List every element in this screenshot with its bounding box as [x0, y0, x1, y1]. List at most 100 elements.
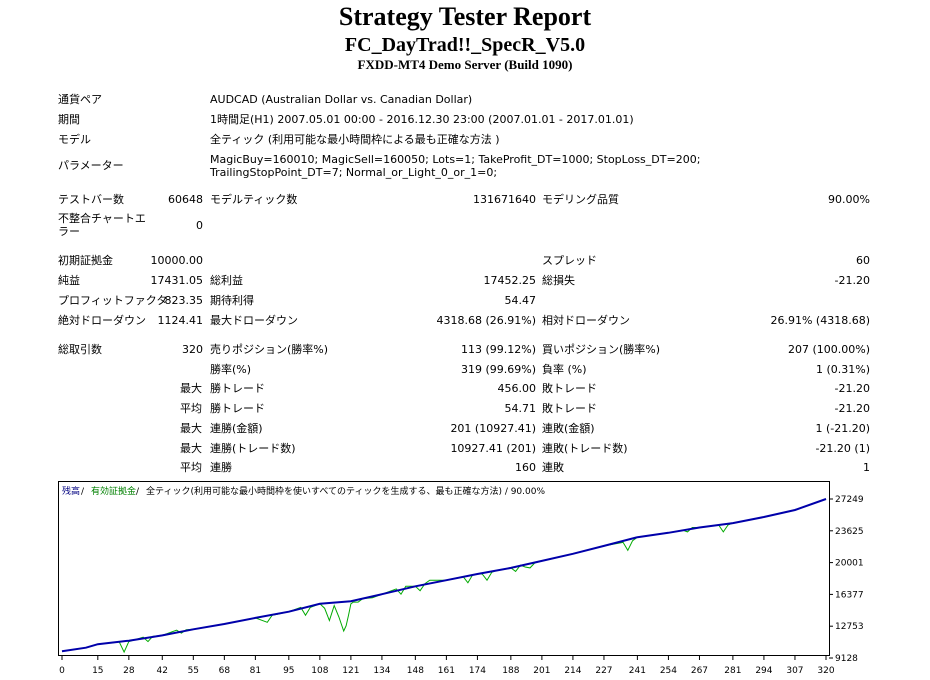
ticks-value: 131671640: [473, 193, 536, 206]
max-consec-profit-prefix: 最大: [180, 442, 202, 455]
avg-consec-wins-label: 連勝: [210, 461, 232, 474]
win-rate-value: 319 (99.69%): [460, 363, 536, 376]
ea-name: FC_DayTrad!!_SpecR_V5.0: [344, 34, 586, 56]
y-tick-label: 23625: [835, 527, 864, 537]
x-tick-label: 121: [342, 666, 359, 676]
axis-layer: 27249 23625 20001 16377 12753 9128 0 15 28 42 55 68…: [59, 495, 864, 676]
win-rate-label: 勝率(%): [210, 363, 252, 376]
short-positions-label: 売りポジション(勝率%): [210, 343, 329, 356]
deposit-value: 10000.00: [150, 254, 204, 267]
bars-label: テストバー数: [58, 193, 124, 206]
average-win-label: 勝トレード: [210, 402, 265, 415]
x-tick-label: 188: [502, 666, 519, 676]
balance-line: [61, 498, 827, 653]
max-consec-wins-label: 連勝(金額): [210, 422, 263, 435]
x-tick-label: 254: [660, 666, 677, 676]
period-value: 1時間足(H1) 2007.05.01 00:00 - 2016.12.30 2…: [210, 113, 634, 126]
y-tick-label: 9128: [835, 654, 858, 664]
y-tick-label: 27249: [835, 495, 864, 505]
x-tick-label: 201: [533, 666, 550, 676]
x-tick-label: 68: [219, 666, 231, 676]
net-profit-label: 純益: [58, 274, 80, 287]
relative-drawdown-value: 26.91% (4318.68): [770, 314, 870, 327]
largest-win-label: 勝トレード: [210, 382, 265, 395]
loss-rate-label: 負率 (%): [542, 363, 587, 376]
total-trades-value: 320: [182, 343, 203, 356]
legend-separator-2: /: [136, 487, 140, 497]
average-prefix: 平均: [180, 402, 202, 415]
legend-separator-1: /: [81, 487, 85, 497]
x-tick-label: 241: [629, 666, 646, 676]
y-tick-label: 20001: [835, 559, 864, 569]
legend-description: 全ティック(利用可能な最小時間枠を使いすべてのティックを生成する、最も正確な方法…: [146, 485, 545, 497]
absolute-drawdown-value: 1124.41: [157, 314, 204, 327]
period-label: 期間: [58, 113, 80, 126]
balance-chart: 残高 / 有効証拠金 / 全ティック(利用可能な最小時間枠を使いすべてのティック…: [58, 481, 930, 680]
mismatch-value: 0: [196, 219, 203, 232]
avg-consec-prefix: 平均: [180, 461, 202, 474]
largest-loss-value: -21.20: [834, 382, 870, 395]
x-tick-label: 214: [564, 666, 581, 676]
max-consec-profit-value: 10927.41 (201): [450, 442, 536, 455]
avg-consec-wins-value: 160: [515, 461, 536, 474]
mismatch-label: 不整合チャートエラー: [58, 212, 146, 238]
spread-value: 60: [856, 254, 870, 267]
average-win-value: 54.71: [504, 402, 537, 415]
gross-loss-label: 総損失: [542, 274, 575, 287]
max-consec-wins-value: 201 (10927.41): [450, 422, 536, 435]
expected-payoff-label: 期待利得: [210, 294, 254, 307]
max-consec-profit-label: 連勝(トレード数): [210, 442, 296, 455]
profit-factor-label: プロフィットファクタ: [58, 294, 168, 307]
x-tick-label: 0: [59, 666, 65, 676]
model-label: モデル: [58, 133, 91, 146]
y-tick-label: 16377: [835, 590, 864, 600]
model-value: 全ティック (利用可能な最小時間枠による最も正確な方法 ): [210, 133, 500, 146]
max-consec-losses-value: 1 (-21.20): [815, 422, 870, 435]
x-tick-label: 267: [691, 666, 708, 676]
server-name: FXDD-MT4 Demo Server (Build 1090): [357, 57, 573, 72]
gross-profit-label: 総利益: [210, 274, 243, 287]
largest-win-value: 456.00: [497, 382, 537, 395]
net-profit-value: 17431.05: [150, 274, 204, 287]
legend-balance: 残高: [62, 485, 80, 497]
absolute-drawdown-label: 絶対ドローダウン: [58, 314, 146, 327]
x-tick-label: 108: [311, 666, 328, 676]
average-loss-label: 敗トレード: [542, 402, 597, 415]
balance-chart-svg: 残高 / 有効証拠金 / 全ティック(利用可能な最小時間枠を使いすべてのティック…: [58, 481, 864, 676]
x-tick-label: 174: [469, 666, 486, 676]
gross-profit-value: 17452.25: [483, 274, 537, 287]
x-tick-label: 161: [438, 666, 455, 676]
x-tick-label: 307: [786, 666, 803, 676]
avg-consec-losses-value: 1: [863, 461, 870, 474]
avg-consec-losses-label: 連敗: [542, 461, 564, 474]
x-tick-label: 95: [283, 666, 294, 676]
y-tick-label: 12753: [835, 622, 864, 632]
gross-loss-value: -21.20: [834, 274, 870, 287]
report-title: Strategy Tester Report: [338, 2, 592, 31]
params-value: MagicBuy=160010; MagicSell=160050; Lots=…: [210, 153, 701, 179]
max-consec-loss-value: -21.20 (1): [815, 442, 870, 455]
quality-label: モデリング品質: [542, 193, 619, 206]
maximal-drawdown-value: 4318.68 (26.91%): [436, 314, 536, 327]
x-tick-label: 227: [595, 666, 612, 676]
x-tick-label: 294: [755, 666, 772, 676]
x-tick-label: 148: [407, 666, 424, 676]
x-tick-label: 28: [123, 666, 135, 676]
max-consec-prefix: 最大: [180, 422, 202, 435]
params-label: パラメーター: [58, 159, 124, 172]
loss-rate-value: 1 (0.31%): [815, 363, 870, 376]
ticks-label: モデルティック数: [210, 193, 298, 206]
symbol-label: 通貨ペア: [58, 93, 102, 106]
average-loss-value: -21.20: [834, 402, 870, 415]
long-positions-value: 207 (100.00%): [787, 343, 870, 356]
plot-frame: [58, 481, 830, 656]
series-layer: [61, 498, 827, 654]
deposit-label: 初期証拠金: [58, 254, 113, 267]
largest-prefix: 最大: [180, 382, 202, 395]
x-tick-label: 281: [724, 666, 741, 676]
short-positions-value: 113 (99.12%): [460, 343, 536, 356]
spread-label: スプレッド: [542, 254, 597, 267]
total-trades-label: 総取引数: [58, 343, 102, 356]
relative-drawdown-label: 相対ドローダウン: [542, 314, 630, 327]
largest-loss-label: 敗トレード: [542, 382, 597, 395]
